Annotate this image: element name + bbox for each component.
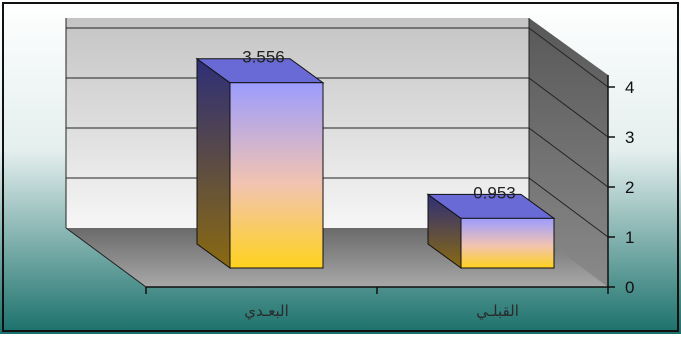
- bars-group: 3.556 0.953: [195, 48, 556, 269]
- gridline-side: [528, 177, 609, 238]
- y-tick-label: 4: [625, 78, 634, 97]
- y-tick-label: 2: [625, 178, 634, 197]
- gridline-side: [528, 127, 609, 188]
- data-label: 3.556: [242, 48, 285, 67]
- gridline-side: [528, 27, 609, 88]
- bar: [460, 217, 555, 269]
- chart-border: [2, 2, 679, 332]
- x-tick-label: القبلـي: [476, 303, 519, 321]
- y-tick-label: 1: [625, 228, 634, 247]
- data-label: 0.953: [473, 183, 516, 202]
- bar-1: 0.953: [426, 183, 556, 269]
- bar-side-face: [196, 57, 231, 269]
- x-ticks: البعـدي القبلـي: [145, 287, 609, 321]
- gridline-side: [528, 77, 609, 138]
- y-ticks: 0 1 2 3 4: [608, 78, 634, 297]
- y-tick-label: 0: [625, 278, 634, 297]
- x-tick-label: البعـدي: [244, 303, 289, 321]
- bar-0: 3.556: [195, 48, 325, 269]
- bar: [229, 82, 324, 269]
- y-tick-label: 3: [625, 128, 634, 147]
